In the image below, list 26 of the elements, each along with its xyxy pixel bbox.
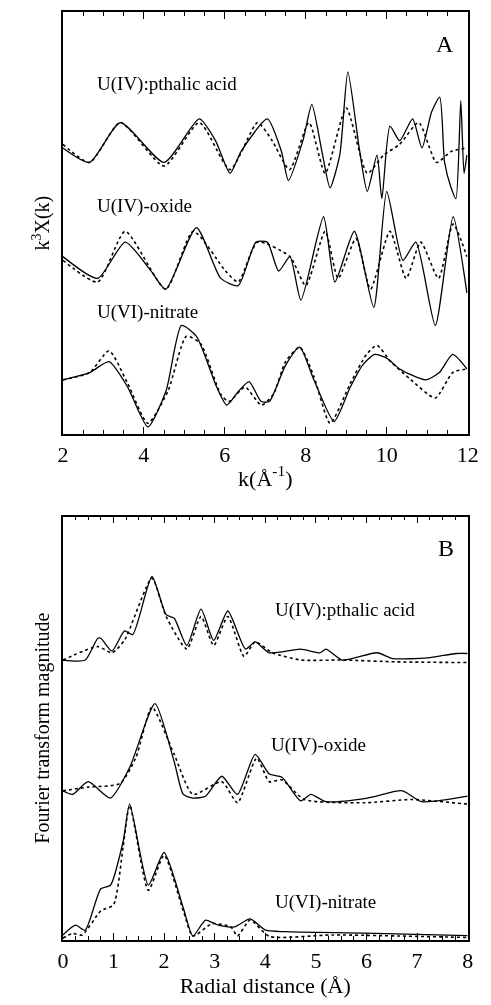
x-tick-label: 12 bbox=[456, 442, 479, 468]
x-tick-label: 0 bbox=[57, 947, 69, 973]
annotation: U(VI)-nitrate bbox=[97, 301, 199, 323]
x-tick-label: 6 bbox=[360, 947, 372, 973]
x-tick-label: 2 bbox=[158, 947, 170, 973]
annotation: U(IV):pthalic acid bbox=[275, 599, 416, 621]
text: A bbox=[436, 31, 454, 57]
x-axis-title: Radial distance (Å) bbox=[179, 972, 351, 998]
x-tick-label: 3 bbox=[209, 947, 221, 973]
x-tick-label: 8 bbox=[462, 947, 474, 973]
x-tick-label: 5 bbox=[310, 947, 322, 973]
x-tick-label: 6 bbox=[219, 442, 231, 468]
x-axis-title: k(Å$^{-1}$) bbox=[238, 462, 293, 491]
x-tick-label: 8 bbox=[300, 442, 312, 468]
x-tick-label: 7 bbox=[411, 947, 423, 973]
annotation: U(IV)-oxide bbox=[97, 195, 192, 217]
x-tick-label: 4 bbox=[138, 442, 150, 468]
x-tick-label: 2 bbox=[57, 442, 69, 468]
x-tick-label: 10 bbox=[375, 442, 398, 468]
x-tick-label: 4 bbox=[259, 947, 271, 973]
annotation: U(IV):pthalic acid bbox=[97, 73, 238, 95]
y-axis-title: Fourier transform magnitude bbox=[31, 612, 55, 844]
text: B bbox=[438, 535, 455, 561]
x-tick-label: 1 bbox=[107, 947, 119, 973]
annotation: U(VI)-nitrate bbox=[275, 891, 377, 913]
annotation: U(IV)-oxide bbox=[271, 734, 366, 756]
